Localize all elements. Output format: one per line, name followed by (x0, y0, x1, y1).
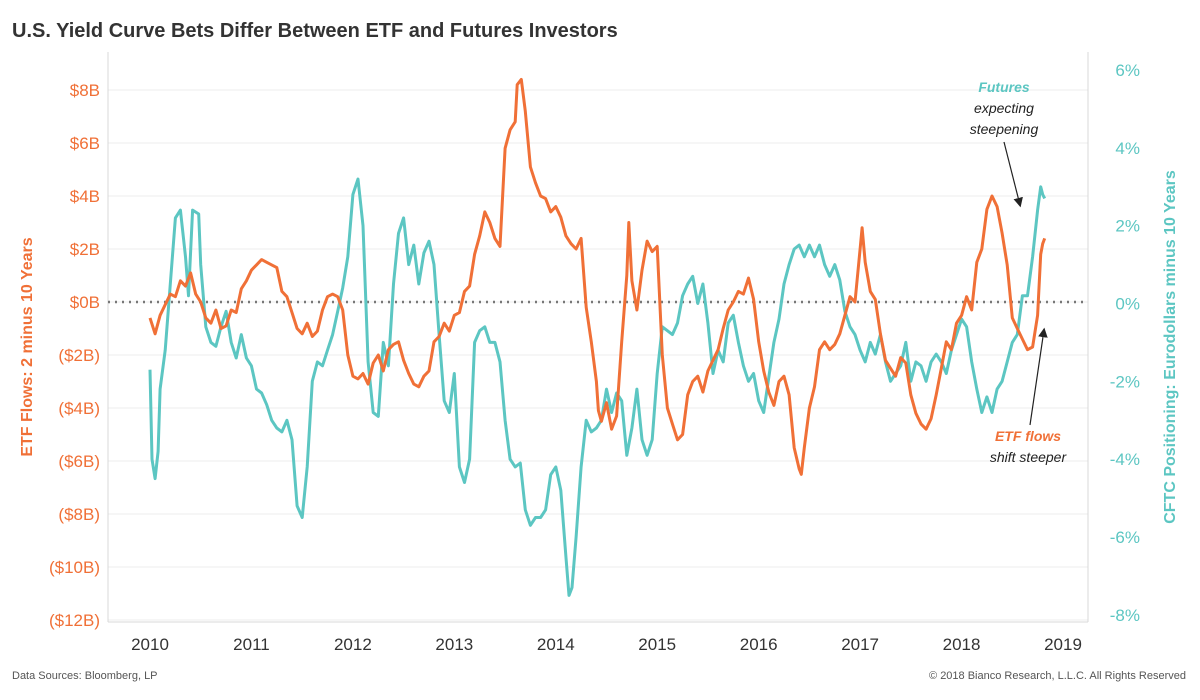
left-tick-label: ($10B) (49, 558, 100, 577)
left-tick-label: ($4B) (58, 399, 100, 418)
left-tick-label: ($8B) (58, 505, 100, 524)
x-tick-label: 2010 (131, 635, 169, 654)
futures-arrow (1003, 141, 1023, 208)
x-axis-ticks: 2010 2011 2012 2013 2014 2015 2016 2017 2018 2019 (131, 635, 1082, 654)
left-tick-label: ($2B) (58, 346, 100, 365)
x-tick-label: 2016 (740, 635, 778, 654)
left-axis-ticks: $8B $6B $4B $2B $0B ($2B) ($4B) ($6B) ($8B) ($10B… (49, 81, 100, 630)
right-tick-label: 4% (1115, 139, 1140, 158)
right-axis-ticks: 6% 4% 2% 0% -2% -4% -6% -8% (1110, 61, 1140, 625)
left-tick-label: $2B (70, 240, 100, 259)
left-axis-title: ETF Flows: 2 minus 10 Years (19, 237, 36, 456)
etf-annotation-title: ETF flows (995, 428, 1061, 444)
right-tick-label: -4% (1110, 450, 1140, 469)
chart-title: U.S. Yield Curve Bets Differ Between ETF… (12, 20, 618, 42)
etf-flows-line (148, 77, 1047, 476)
x-tick-label: 2012 (334, 635, 372, 654)
futures-annotation-text: expecting (974, 100, 1034, 116)
futures-annotation-text: steepening (970, 121, 1039, 137)
copyright-note: © 2018 Bianco Research, L.L.C. All Right… (929, 670, 1186, 682)
left-tick-label: $6B (70, 134, 100, 153)
futures-annotation-title: Futures (978, 79, 1030, 95)
etf-annotation-text: shift steeper (990, 449, 1068, 465)
x-tick-label: 2019 (1044, 635, 1082, 654)
gridlines (108, 89, 1088, 621)
etf-arrow (1029, 327, 1048, 426)
left-tick-label: $4B (70, 187, 100, 206)
left-tick-label: $8B (70, 81, 100, 100)
right-tick-label: -8% (1110, 606, 1140, 625)
right-tick-label: 2% (1115, 217, 1140, 236)
right-tick-label: 6% (1115, 61, 1140, 80)
right-axis-title: CFTC Positioning: Eurodollars minus 10 Y… (1162, 170, 1179, 524)
x-tick-label: 2011 (233, 635, 270, 654)
annotations: Futures expecting steepening ETF flows shift… (970, 79, 1068, 465)
x-tick-label: 2013 (435, 635, 473, 654)
left-tick-label: $0B (70, 293, 100, 312)
left-tick-label: ($12B) (49, 611, 100, 630)
right-tick-label: -6% (1110, 528, 1140, 547)
right-tick-label: 0% (1115, 295, 1140, 314)
x-tick-label: 2017 (841, 635, 879, 654)
series-lines (148, 77, 1047, 597)
x-tick-label: 2015 (638, 635, 676, 654)
x-tick-label: 2018 (943, 635, 981, 654)
right-tick-label: -2% (1110, 372, 1140, 391)
x-tick-label: 2014 (537, 635, 575, 654)
data-source-note: Data Sources: Bloomberg, LP (12, 670, 158, 682)
left-tick-label: ($6B) (58, 452, 100, 471)
